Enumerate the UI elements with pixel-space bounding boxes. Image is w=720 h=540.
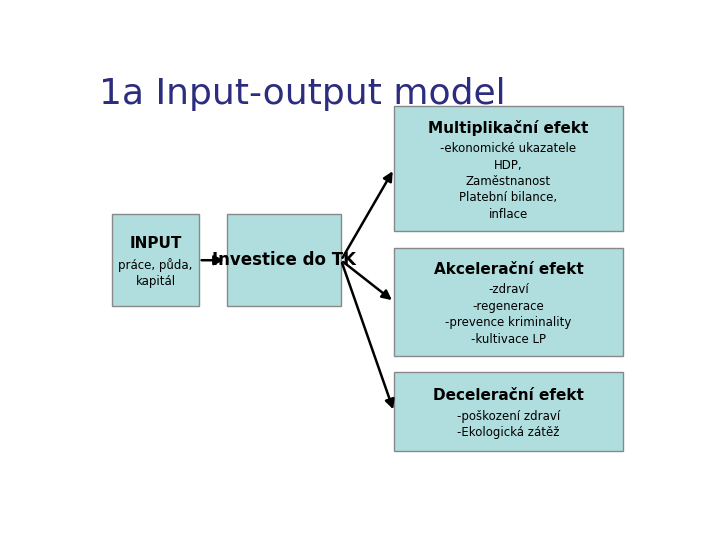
Text: Zaměstnanost: Zaměstnanost (466, 175, 551, 188)
Text: -poškození zdraví: -poškození zdraví (457, 410, 560, 423)
Text: Investice do TK: Investice do TK (212, 251, 356, 269)
Text: 1a Input-output model: 1a Input-output model (99, 77, 505, 111)
Text: práce, půda,: práce, půda, (118, 258, 193, 272)
Text: -zdraví: -zdraví (488, 284, 529, 296)
Text: Multiplikační efekt: Multiplikační efekt (428, 120, 589, 136)
FancyBboxPatch shape (394, 248, 623, 356)
FancyBboxPatch shape (394, 106, 623, 231)
Text: Akcelerační efekt: Akcelerační efekt (433, 261, 583, 276)
Text: -regenerace: -regenerace (472, 300, 544, 313)
FancyBboxPatch shape (112, 214, 199, 306)
FancyBboxPatch shape (394, 373, 623, 451)
Text: Decelerační efekt: Decelerační efekt (433, 388, 584, 403)
Text: -prevence kriminality: -prevence kriminality (445, 316, 572, 329)
Text: kapitál: kapitál (135, 275, 176, 288)
Text: INPUT: INPUT (130, 237, 181, 251)
FancyBboxPatch shape (227, 214, 341, 306)
Text: Platební bilance,: Platební bilance, (459, 191, 557, 204)
Text: -ekonomické ukazatele: -ekonomické ukazatele (441, 142, 577, 155)
Text: HDP,: HDP, (494, 159, 523, 172)
Text: inflace: inflace (489, 208, 528, 221)
Text: -Ekologická zátěž: -Ekologická zátěž (457, 427, 559, 440)
Text: -kultivace LP: -kultivace LP (471, 333, 546, 346)
